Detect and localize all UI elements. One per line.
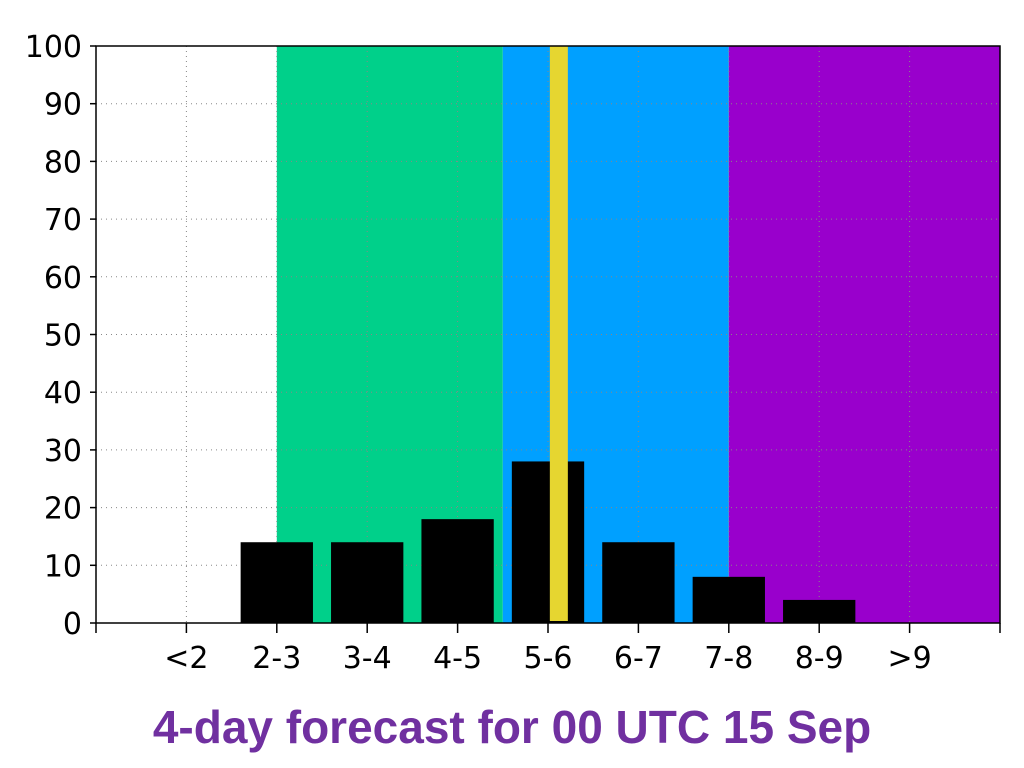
- x-tick-labels: <2 2-3 3-4 4-5 5-6 6-7 7-8 8-9 >9: [164, 641, 931, 676]
- bar-1: [240, 542, 313, 623]
- x-tick-label-1: 2-3: [252, 641, 301, 676]
- y-tick-label-60: 60: [44, 261, 82, 296]
- bar-4: [511, 461, 585, 623]
- marker-line: [549, 46, 568, 621]
- axes: [90, 45, 1001, 633]
- y-tick-label-20: 20: [44, 492, 82, 527]
- x-tick-label-8: >9: [887, 641, 931, 676]
- background-band-3: [728, 46, 1000, 623]
- x-tick-label-3: 4-5: [433, 641, 482, 676]
- x-tick-label-5: 6-7: [614, 641, 663, 676]
- y-tick-label-0: 0: [63, 607, 82, 642]
- bar-6: [692, 576, 765, 623]
- chart: 0 10 20 30 40 50 60 70 80 90 100 <2 2-3 3-4 4-5 5-6 6-7…: [25, 30, 1001, 676]
- y-tick-labels: 0 10 20 30 40 50 60 70 80 90 100: [25, 30, 82, 642]
- bar-7: [783, 599, 856, 623]
- bar-5: [602, 542, 675, 623]
- x-tick-label-2: 3-4: [343, 641, 392, 676]
- chart-title: 4-day forecast for 00 UTC 15 Sep: [152, 701, 872, 753]
- y-tick-label-30: 30: [44, 434, 82, 469]
- x-tick-label-6: 7-8: [704, 641, 753, 676]
- y-tick-label-10: 10: [44, 549, 82, 584]
- y-tick-label-80: 80: [44, 145, 82, 180]
- observed-marker: [549, 46, 568, 621]
- y-tick-label-100: 100: [25, 30, 82, 65]
- x-tick-label-0: <2: [164, 641, 208, 676]
- bars: [240, 461, 856, 623]
- y-tick-label-90: 90: [44, 88, 82, 123]
- y-tick-label-50: 50: [44, 319, 82, 354]
- y-tick-label-70: 70: [44, 203, 82, 238]
- bar-3: [421, 519, 494, 623]
- x-tick-label-7: 8-9: [795, 641, 844, 676]
- x-tick-label-4: 5-6: [524, 641, 573, 676]
- bar-2: [331, 542, 404, 623]
- y-tick-label-40: 40: [44, 376, 82, 411]
